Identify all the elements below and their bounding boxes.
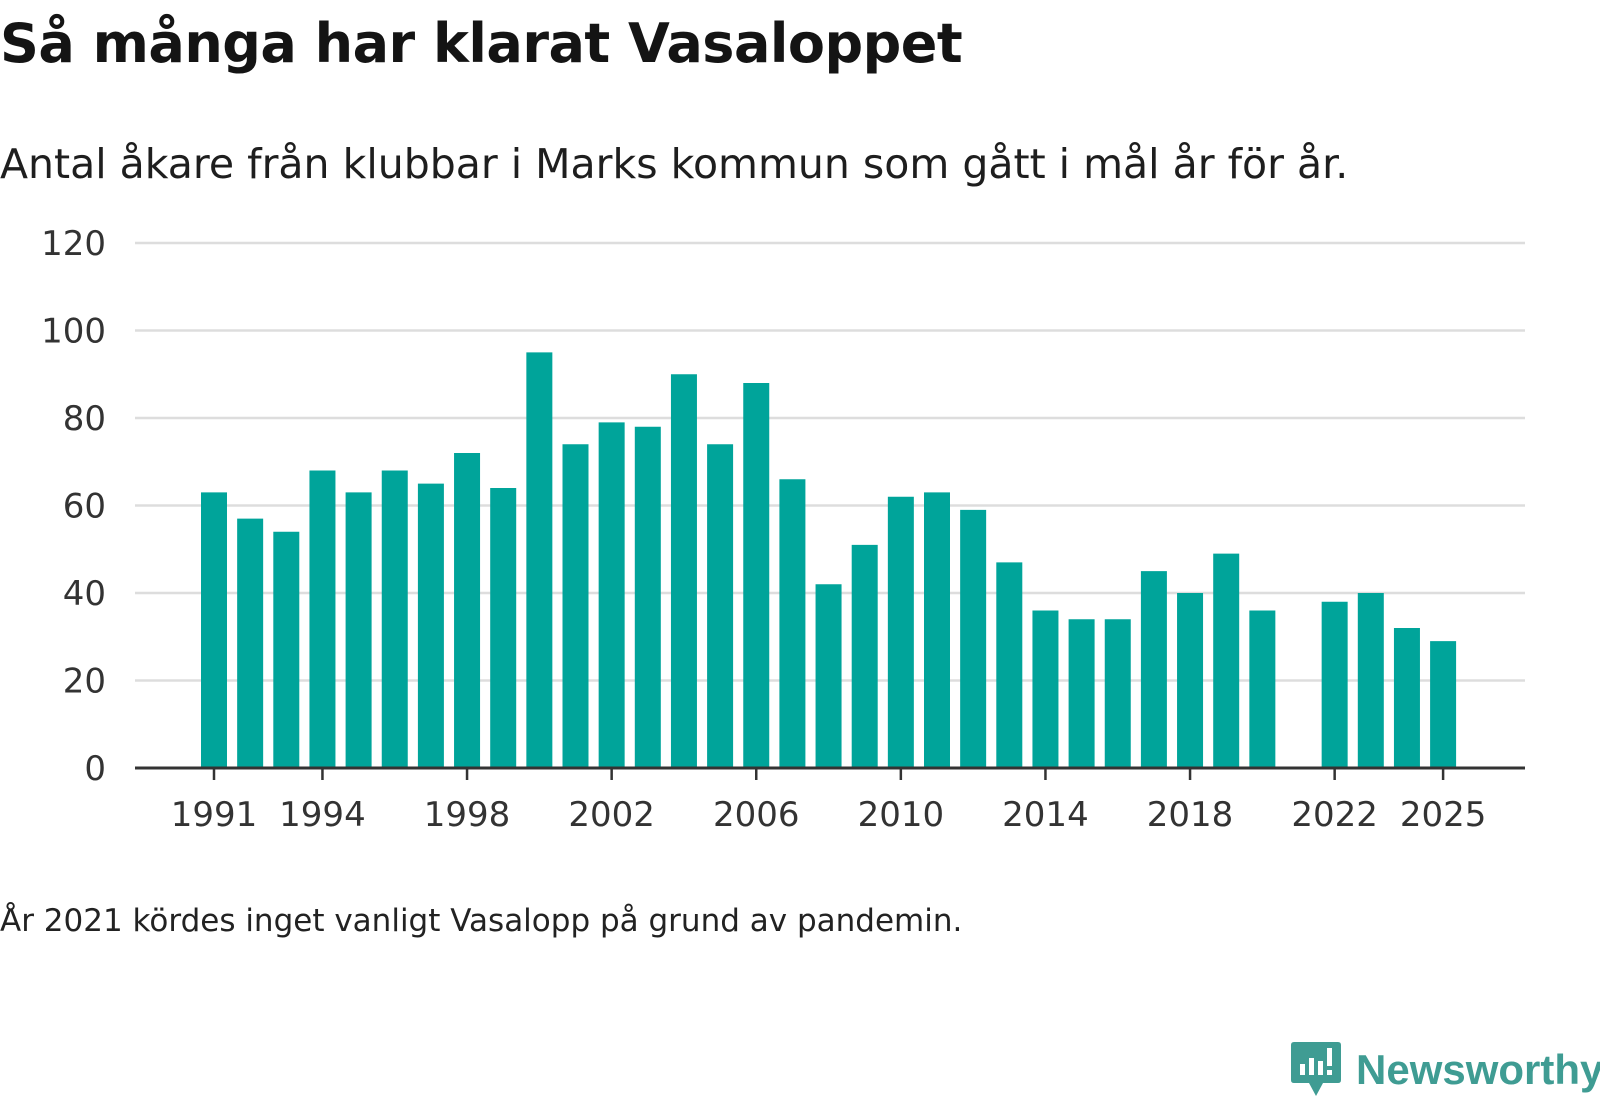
x-tick-label-1991: 1991	[171, 795, 258, 835]
x-tick-label-2002: 2002	[568, 795, 655, 835]
y-tick-label-80: 80	[63, 399, 106, 439]
bar-1998[interactable]	[454, 453, 481, 768]
x-tick-label-2022: 2022	[1291, 795, 1378, 835]
bar-2023[interactable]	[1357, 593, 1384, 768]
bar-2006[interactable]	[743, 383, 770, 768]
brand-logo[interactable]: Newsworthy	[1290, 1040, 1600, 1100]
footnote: År 2021 kördes inget vanligt Vasalopp på…	[0, 903, 963, 939]
bar-1995[interactable]	[345, 492, 372, 768]
bar-2004[interactable]	[670, 374, 697, 768]
bar-1999[interactable]	[490, 488, 517, 768]
bar-1994[interactable]	[309, 470, 336, 769]
bar-2010[interactable]	[887, 496, 914, 768]
bar-2008[interactable]	[815, 584, 842, 768]
bar-2017[interactable]	[1140, 571, 1167, 768]
bar-2005[interactable]	[707, 444, 734, 768]
bar-2009[interactable]	[851, 544, 878, 768]
x-tick-label-2010: 2010	[858, 795, 945, 835]
chart-subtitle: Antal åkare från klubbar i Marks kommun …	[0, 140, 1349, 188]
bar-1991[interactable]	[201, 492, 227, 768]
bar-2002[interactable]	[598, 422, 625, 768]
bar-1997[interactable]	[417, 483, 444, 768]
x-tick-label-1994: 1994	[279, 795, 366, 835]
bar-2019[interactable]	[1213, 553, 1240, 768]
x-tick-label-2025: 2025	[1400, 795, 1487, 835]
x-axis: 1991 1994 1998 2002 2006 2010 2014 2018 2022 2025	[135, 766, 1525, 835]
bars	[201, 352, 1457, 769]
bar-2003[interactable]	[634, 426, 661, 768]
bar-2007[interactable]	[779, 479, 806, 768]
y-tick-label-20: 20	[63, 662, 106, 702]
bar-2011[interactable]	[924, 492, 950, 768]
x-tick-label-1998: 1998	[424, 795, 511, 835]
bar-2018[interactable]	[1177, 593, 1204, 768]
x-tick-label-2014: 2014	[1002, 795, 1089, 835]
bar-2020[interactable]	[1249, 610, 1276, 769]
bar-1992[interactable]	[237, 518, 264, 768]
x-tick-label-2006: 2006	[713, 795, 800, 835]
y-tick-label-60: 60	[63, 487, 106, 527]
bar-1996[interactable]	[381, 470, 408, 769]
bar-chart: 0 20 40 60 80 100 120 1991 1994 1998 2002 2006 2010…	[41, 224, 1525, 835]
x-tick-label-2018: 2018	[1147, 795, 1234, 835]
newsworthy-logo-icon	[1291, 1042, 1341, 1096]
bar-2000[interactable]	[526, 352, 553, 768]
bar-2024[interactable]	[1393, 628, 1420, 768]
bar-2012[interactable]	[960, 509, 987, 768]
bar-2022[interactable]	[1321, 601, 1348, 768]
y-tick-label-40: 40	[63, 574, 106, 614]
chart-title: Så många har klarat Vasaloppet	[0, 12, 963, 75]
y-axis-tick-labels: 0 20 40 60 80 100 120	[41, 224, 106, 789]
bar-1993[interactable]	[273, 531, 300, 768]
brand-name: Newsworthy	[1356, 1046, 1600, 1093]
bar-2025[interactable]	[1430, 641, 1457, 768]
bar-2001[interactable]	[562, 444, 589, 768]
bar-2015[interactable]	[1068, 619, 1095, 768]
y-tick-label-0: 0	[84, 749, 106, 789]
bar-2014[interactable]	[1032, 610, 1059, 769]
bar-2016[interactable]	[1104, 619, 1131, 768]
y-tick-label-120: 120	[41, 224, 106, 264]
y-tick-label-100: 100	[41, 312, 106, 352]
bar-2013[interactable]	[996, 562, 1023, 768]
